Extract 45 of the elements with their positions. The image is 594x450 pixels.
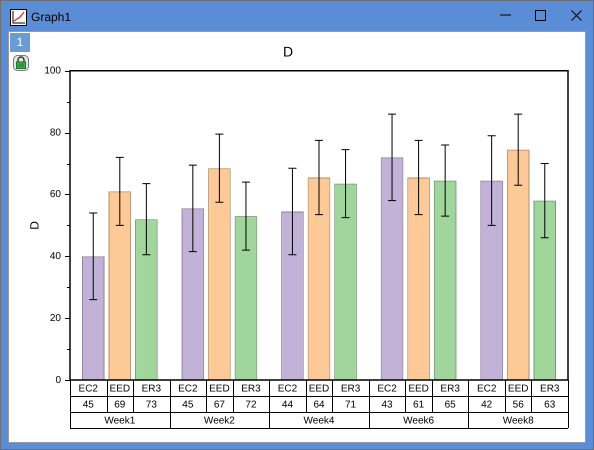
x-tick-label: Week8: [502, 415, 534, 426]
text: 67: [214, 399, 226, 410]
text: ER3: [540, 383, 560, 394]
text: 43: [381, 399, 394, 410]
text: 65: [444, 399, 456, 410]
x-tick-label: Week4: [304, 415, 335, 426]
y-tick-label: 20: [50, 312, 62, 324]
y-tick-label: 60: [50, 189, 62, 200]
series-label: EED: [110, 383, 130, 394]
text: ER3: [440, 383, 460, 394]
text: 71: [344, 399, 357, 410]
text: 64: [313, 399, 325, 410]
y-tick-label: 80: [50, 127, 62, 138]
text: 72: [245, 399, 257, 410]
series-label: ER3: [142, 383, 162, 394]
text: EC2: [476, 383, 496, 394]
text: EED: [508, 383, 528, 394]
text: ER3: [241, 383, 261, 394]
y-tick-label: 0: [55, 374, 62, 386]
text: EED: [408, 383, 429, 394]
text: EED: [209, 383, 230, 394]
y-axis-title: D: [28, 220, 42, 230]
text: 45: [182, 399, 194, 410]
x-tick-label: Week2: [204, 415, 236, 426]
text: 69: [114, 399, 126, 410]
x-tick-label: Week6: [403, 415, 435, 426]
text: 63: [544, 399, 556, 410]
text: 61: [413, 399, 425, 410]
y-tick-label: 100: [44, 66, 62, 77]
x-tick-label: Week1: [104, 415, 136, 426]
text: EC2: [178, 383, 198, 394]
text: EC2: [278, 383, 298, 394]
text: EED: [308, 383, 330, 394]
text: 44: [282, 399, 294, 410]
layer-tab: 1: [10, 33, 30, 52]
text: 73: [146, 399, 158, 410]
text: 45: [82, 399, 94, 410]
text: 42: [481, 399, 493, 410]
y-tick-label: 40: [50, 251, 62, 262]
chart-title: D: [282, 43, 294, 60]
text: 56: [512, 399, 524, 410]
text: EC2: [377, 383, 397, 394]
caption: Graph1: [31, 10, 72, 24]
series-label: EC2: [78, 383, 98, 394]
text: ER3: [340, 383, 360, 394]
